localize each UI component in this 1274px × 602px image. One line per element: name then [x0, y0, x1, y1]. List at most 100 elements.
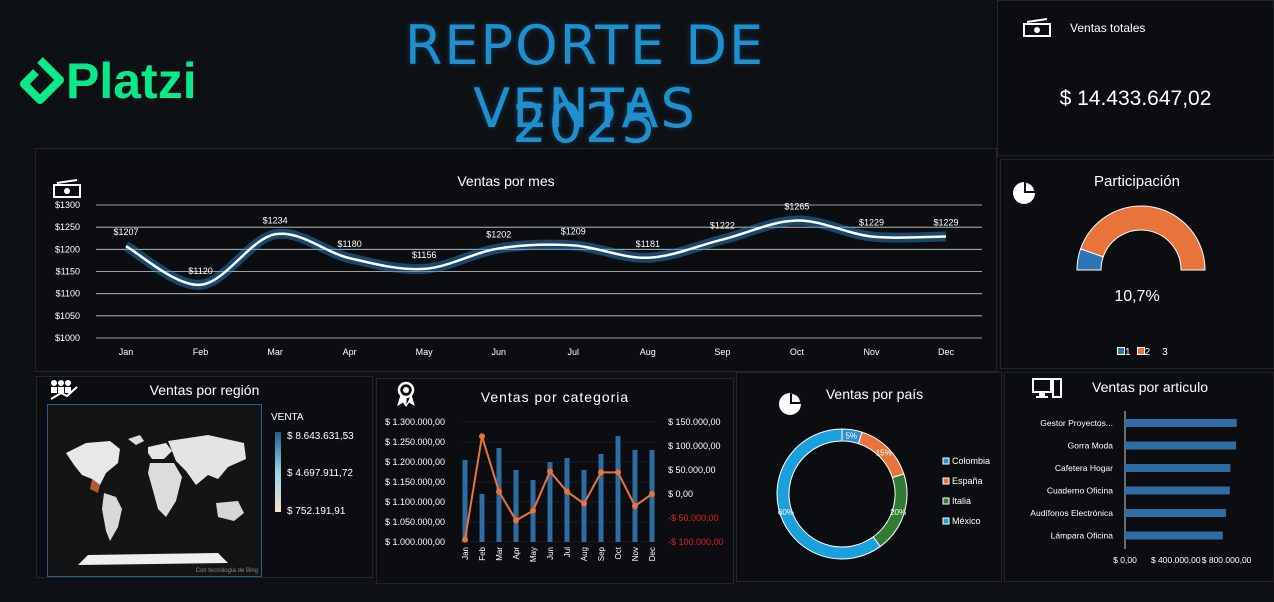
- legend-label: Colombia: [952, 456, 990, 466]
- data-label: $1209: [561, 226, 586, 236]
- map-attribution: Con tecnología de Bing: [195, 568, 258, 574]
- people-trend-icon: [50, 380, 78, 400]
- y2-tick-label: $ 150.000,00: [668, 417, 721, 427]
- report-title: REPORTE DE VENTAS: [404, 14, 766, 140]
- x-tick-label: Jul: [563, 547, 572, 557]
- y2-tick-label: -$ 100.000,00: [668, 537, 724, 547]
- data-label: $1234: [263, 215, 288, 225]
- slice-label: 5%: [845, 432, 857, 441]
- series-point: [581, 500, 587, 507]
- participation-title: Participación: [1094, 173, 1180, 190]
- bar: [615, 436, 621, 542]
- x-tick-label: Jan: [119, 347, 134, 357]
- series-point: [496, 488, 502, 495]
- bar: [1125, 419, 1237, 427]
- x-tick-label: Nov: [863, 347, 880, 357]
- data-label: $1229: [859, 217, 884, 227]
- monthly-sales-panel: Ventas por mes $1000 $1050 $1100 $1150 $1200…: [35, 148, 997, 372]
- x-tick-label: Dec: [938, 347, 955, 357]
- y-tick-label: $ 1.300.000,00: [385, 417, 445, 427]
- x-tick-label: May: [529, 547, 538, 562]
- y-tick-label: Audífonos Electrónica: [1030, 508, 1113, 518]
- x-tick-label: Feb: [478, 546, 487, 560]
- x-tick-label: Jan: [461, 547, 470, 560]
- x-tick-label: Jun: [491, 347, 506, 357]
- legend-item-1: 1: [1117, 347, 1131, 358]
- y-tick-label: Cafetera Hogar: [1055, 463, 1113, 473]
- x-tick-label: Sep: [714, 347, 730, 357]
- y2-tick-label: -$ 50.000,00: [668, 513, 719, 523]
- x-tick-label: Aug: [640, 347, 656, 357]
- bar: [479, 494, 485, 542]
- x-tick-label: Dec: [648, 547, 657, 561]
- region-map: Con tecnología de Bing: [47, 404, 262, 577]
- article-panel: Ventas por articulo Gestor Proyectos... G…: [1004, 372, 1274, 582]
- article-chart: Gestor Proyectos... Gorra Moda Cafetera Ho…: [1030, 411, 1252, 565]
- data-label: $1229: [933, 217, 958, 227]
- series-point: [547, 468, 553, 475]
- y-tick-label: Gorra Moda: [1068, 441, 1114, 451]
- y-tick-label: $ 1.200.000,00: [385, 457, 445, 467]
- participation-card: Participación 10,7% 1 2 3: [1000, 159, 1274, 369]
- bar: [513, 470, 519, 542]
- total-sales-value: $ 14.433.647,02: [1059, 87, 1212, 110]
- article-title: Ventas por articulo: [1092, 379, 1208, 395]
- bar: [632, 450, 638, 542]
- legend-item-2: 2: [1136, 347, 1150, 358]
- y2-tick-label: $ 50.000,00: [668, 465, 716, 475]
- legend-swatch: [942, 517, 950, 525]
- y-tick-label: $ 1.150.000,00: [385, 477, 445, 487]
- x-tick-label: $ 800.000,00: [1202, 555, 1252, 565]
- legend-swatch: [942, 457, 950, 465]
- x-tick-label: Jul: [568, 347, 580, 357]
- total-sales-label: Ventas totales: [1070, 21, 1146, 35]
- x-tick-label: Apr: [343, 347, 357, 357]
- computer-icon: [1032, 378, 1062, 398]
- monthly-sales-title: Ventas por mes: [457, 173, 555, 189]
- data-label: $1222: [710, 221, 735, 231]
- legend-label: Italia: [952, 496, 971, 506]
- bar: [1125, 464, 1231, 472]
- region-legend-min: $ 752.191,91: [287, 506, 346, 517]
- award-icon: [397, 381, 415, 407]
- legend-label: España: [952, 476, 983, 486]
- series-point: [632, 503, 638, 509]
- region-legend-max: $ 8.643.631,53: [287, 431, 354, 442]
- y-tick-label: $1050: [55, 311, 80, 321]
- y-tick-label: Cuaderno Oficina: [1047, 486, 1113, 496]
- region-color-scale: [275, 432, 281, 512]
- category-title: Ventas por categoria: [480, 389, 630, 405]
- x-tick-label: Apr: [512, 547, 521, 560]
- y-tick-label: $1250: [55, 222, 80, 232]
- data-label: $1180: [337, 239, 361, 249]
- monthly-sales-chart: $1000 $1050 $1100 $1150 $1200 $1250 $1300 Jan Fe…: [55, 200, 982, 357]
- x-tick-label: $ 400.000,00: [1151, 555, 1201, 565]
- slice-label: 20%: [890, 508, 906, 517]
- bar: [1125, 441, 1237, 450]
- country-chart: 5% 15% 20% 60% Colombia España Italia México: [776, 428, 990, 560]
- y-tick-label: $1150: [56, 267, 80, 277]
- y-tick-label: $1100: [56, 289, 80, 299]
- data-label: $1120: [188, 266, 212, 276]
- series-point: [598, 469, 604, 476]
- legend-item-3: 3: [1162, 347, 1168, 358]
- category-chart: $ 1.000.000,00 $ 1.050.000,00 $ 1.100.000,…: [385, 417, 724, 562]
- region-legend-title: VENTA: [271, 412, 304, 423]
- series-line: [125, 219, 947, 287]
- series-point: [513, 517, 519, 524]
- world-map: [66, 435, 246, 565]
- x-tick-label: Oct: [614, 546, 623, 559]
- y-tick-label: $ 1.100.000,00: [385, 497, 445, 507]
- y-tick-label: $ 1.050.000,00: [385, 517, 445, 527]
- data-label: $1202: [486, 229, 511, 239]
- pie-icon: [1013, 182, 1035, 204]
- x-tick-label: May: [416, 347, 434, 357]
- legend-swatch: [942, 477, 950, 485]
- series-line: [464, 436, 653, 540]
- country-panel: Ventas por país 5% 15% 20% 60% Colombia Españ…: [736, 372, 1002, 582]
- x-tick-label: Feb: [193, 347, 209, 357]
- data-label: $1207: [113, 227, 138, 237]
- x-tick-label: Jun: [546, 547, 555, 560]
- series-point: [564, 488, 570, 495]
- pie-icon: [779, 393, 801, 415]
